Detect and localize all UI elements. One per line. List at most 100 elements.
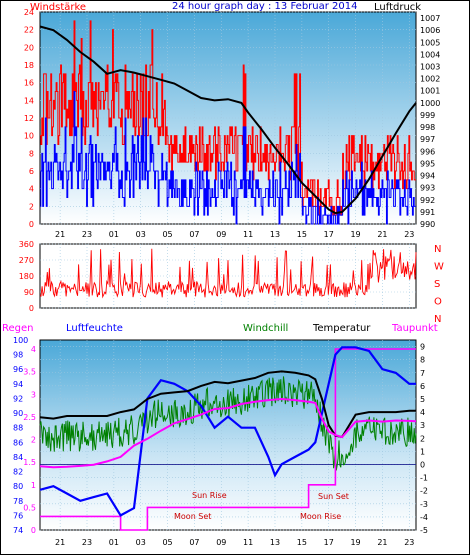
- humidity-tick-label: 84: [13, 453, 23, 462]
- rain-tick-label: 4: [31, 345, 36, 354]
- humidity-tick-label: 90: [13, 409, 23, 418]
- wind-strength-label: Windstärke: [30, 2, 86, 13]
- rain-tick-label: 1.5: [23, 458, 36, 467]
- pressure-tick-label: 1001: [420, 87, 440, 96]
- direction-tick-label: 270: [19, 256, 34, 265]
- humidity-tick-label: 96: [13, 365, 23, 374]
- temp-tick-label: -2: [420, 487, 428, 496]
- time-tick-label: 21: [377, 538, 387, 547]
- humidity-series: [39, 346, 416, 517]
- humidity-tick-label: 88: [13, 424, 23, 433]
- series-b: [39, 248, 417, 299]
- pressure-tick-label: 998: [420, 123, 435, 132]
- humidity-label: Luftfeuchte: [66, 323, 123, 334]
- rain-tick-label: 1: [31, 481, 36, 490]
- time-tick-label: 05: [162, 230, 172, 239]
- wind-direction-series: [39, 248, 417, 299]
- moon-set-label: Moon Set: [174, 512, 211, 521]
- dewpoint-label: Taupunkt: [391, 323, 438, 334]
- time-tick-label: 05: [162, 538, 172, 547]
- time-tick-label: 07: [189, 230, 199, 239]
- temp-tick-label: 7: [420, 369, 425, 378]
- humidity-tick-label: 76: [13, 511, 23, 520]
- time-tick-label: 15: [297, 230, 307, 239]
- direction-letter: S: [434, 279, 440, 290]
- humidity-tick-label: 100: [13, 336, 28, 345]
- temp-tick-label: 1: [420, 447, 425, 456]
- pressure-series: [39, 25, 417, 215]
- humidity-tick-label: 92: [13, 394, 23, 403]
- temp-tick-label: 5: [420, 395, 425, 404]
- sun-set-label: Sun Set: [318, 492, 349, 501]
- rain-tick-label: 3.5: [23, 368, 36, 377]
- grid-c: [40, 340, 416, 531]
- rain-tick-label: 2: [31, 436, 36, 445]
- direction-letter: W: [434, 262, 444, 273]
- pressure-tick-label: 992: [420, 196, 435, 205]
- wind-tick-label: 6: [29, 167, 34, 176]
- time-tick-label: 07: [189, 538, 199, 547]
- time-tick-label: 11: [243, 230, 253, 239]
- temp-tick-label: 9: [420, 343, 425, 352]
- time-tick-label: 15: [297, 538, 307, 547]
- time-tick-label: 23: [82, 538, 92, 547]
- time-tick-label: 21: [55, 538, 65, 547]
- wind-tick-label: 8: [29, 149, 34, 158]
- pressure-label: Luftdruck: [374, 2, 421, 13]
- wind-tick-label: 2: [29, 202, 34, 211]
- rain-tick-label: 0.5: [23, 503, 36, 512]
- moon-rise-label: Moon Rise: [300, 512, 341, 521]
- ticks-a: 0246810121416182022249909919929939949959…: [24, 8, 441, 239]
- temp-tick-label: 6: [420, 382, 425, 391]
- direction-letter: N: [434, 314, 441, 325]
- temp-tick-label: -5: [420, 526, 428, 535]
- humidity-tick-label: 74: [13, 526, 23, 535]
- pressure-tick-label: 1007: [420, 14, 440, 23]
- rain-series: [40, 348, 416, 531]
- time-tick-label: 13: [270, 230, 280, 239]
- pressure-tick-label: 1005: [420, 38, 440, 47]
- humidity-tick-label: 98: [13, 351, 23, 360]
- wind-tick-label: 12: [24, 114, 34, 123]
- time-tick-label: 13: [270, 538, 280, 547]
- graph-title: 24 hour graph day : 13 Februar 2014: [172, 1, 357, 12]
- rain-tick-label: 2.5: [23, 413, 36, 422]
- temp-tick-label: 3: [420, 421, 425, 430]
- direction-tick-label: 180: [19, 272, 34, 281]
- pressure-tick-label: 997: [420, 135, 435, 144]
- humidity-tick-label: 82: [13, 468, 23, 477]
- pressure-tick-label: 993: [420, 184, 435, 193]
- time-tick-label: 01: [109, 230, 119, 239]
- direction-letter: N: [434, 244, 441, 255]
- wind-tick-label: 10: [24, 132, 34, 141]
- wind-tick-label: 18: [24, 61, 34, 70]
- humidity-tick-label: 80: [13, 482, 23, 491]
- pressure-tick-label: 1002: [420, 75, 440, 84]
- rain-tick-label: 3: [31, 390, 36, 399]
- pressure-tick-label: 991: [420, 208, 435, 217]
- time-tick-label: 03: [136, 230, 146, 239]
- time-tick-label: 23: [404, 230, 414, 239]
- rain-tick-label: 0: [31, 526, 36, 535]
- temp-tick-label: -3: [420, 500, 428, 509]
- time-tick-label: 11: [243, 538, 253, 547]
- time-tick-label: 19: [350, 230, 360, 239]
- temp-tick-label: -4: [420, 513, 428, 522]
- wind-tick-label: 22: [24, 26, 34, 35]
- temp-tick-label: -1: [420, 474, 428, 483]
- wind-gust-series: [40, 20, 416, 216]
- panel-wind-direction: [39, 243, 417, 309]
- direction-letter: O: [434, 297, 442, 308]
- wind-tick-label: 16: [24, 79, 34, 88]
- ticks-c: -5-4-3-2-1012345678974767880828486889092…: [13, 336, 428, 547]
- time-tick-label: 03: [136, 538, 146, 547]
- time-tick-label: 17: [324, 230, 334, 239]
- temp-tick-label: 2: [420, 434, 425, 443]
- pressure-tick-label: 990: [420, 220, 435, 229]
- pressure-tick-label: 1004: [420, 50, 440, 59]
- direction-tick-label: 0: [29, 304, 34, 313]
- wind-tick-label: 14: [24, 96, 34, 105]
- pressure-tick-label: 996: [420, 147, 435, 156]
- series-a: [39, 20, 417, 225]
